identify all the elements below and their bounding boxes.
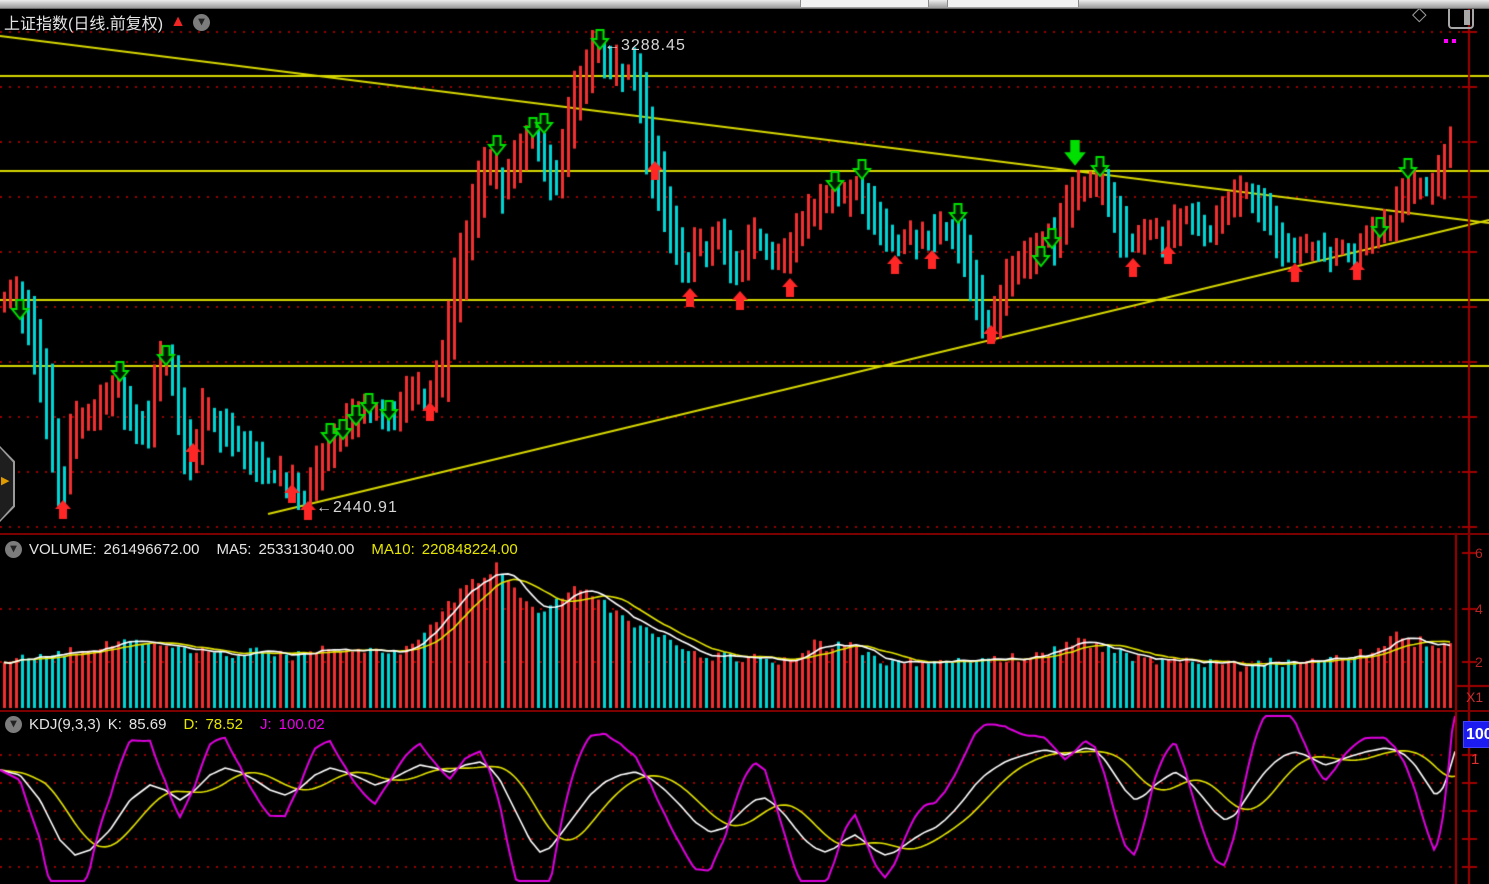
volume-axis-label: 2 [1475,654,1483,670]
volume-axis-label: 6 [1475,545,1483,561]
volume-axis-label: 4 [1475,601,1483,617]
magenta-dots [1444,30,1460,48]
left-arrow-icon: ← [316,499,333,516]
trough-value: 2440.91 [333,499,398,516]
peak-value: 3288.45 [621,37,686,54]
main-chart-header: 上证指数(日线.前复权) ▲ ▾ [4,10,210,34]
kdj-indicator-label: KDJ(9,3,3) [29,716,101,733]
kdj-scale-label: 1 [1471,751,1480,768]
up-arrow-icon: ▲ [170,13,186,30]
collapse-main-button[interactable]: ▾ [192,13,210,31]
volume-value: 261496672.00 [103,541,200,558]
volume-label: VOLUME: [29,541,97,558]
k-label: K: [107,716,122,733]
collapse-volume-button[interactable]: ▾ [5,541,22,558]
kdj-scale-badge: 100 [1463,721,1489,748]
j-label: J: [259,716,272,733]
kdj-panel-header: ▾ KDJ(9,3,3) K: 85.69 D: 78.52 J: 100.02 [5,716,325,733]
expand-right-icon: ▶ [1,475,10,487]
peak-label: ←3288.45 [604,37,686,55]
diamond-icon[interactable]: ◇ [1412,4,1427,25]
x1-scale-label: X1 [1466,689,1484,705]
volume-panel-header: ▾ VOLUME: 261496672.00 MA5: 253313040.00… [5,541,518,558]
d-value: 78.52 [205,716,243,733]
panel-divider-main-volume[interactable] [0,533,1489,535]
layout-icon-bar [1464,10,1470,25]
ma10-value: 220848224.00 [421,541,518,558]
ma5-label: MA5: [216,541,252,558]
j-value: 100.02 [278,716,325,733]
k-value: 85.69 [128,716,167,733]
trough-label: ←2440.91 [316,499,398,517]
layout-icon[interactable] [1448,6,1474,29]
ma10-label: MA10: [371,541,415,558]
left-expand-tab-body [0,448,13,520]
d-label: D: [183,716,199,733]
ma5-value: 253313040.00 [258,541,355,558]
toolbar-button[interactable] [800,0,929,7]
left-arrow-icon: ← [604,37,621,54]
left-expand-tab[interactable]: ▶ [0,446,15,522]
toolbar-button[interactable] [947,0,1079,7]
collapse-kdj-button[interactable]: ▾ [5,716,22,733]
panel-divider-volume-kdj[interactable] [0,710,1489,712]
symbol-title: 上证指数(日线.前复权) [4,16,164,33]
toolbar-strip [0,0,1489,9]
